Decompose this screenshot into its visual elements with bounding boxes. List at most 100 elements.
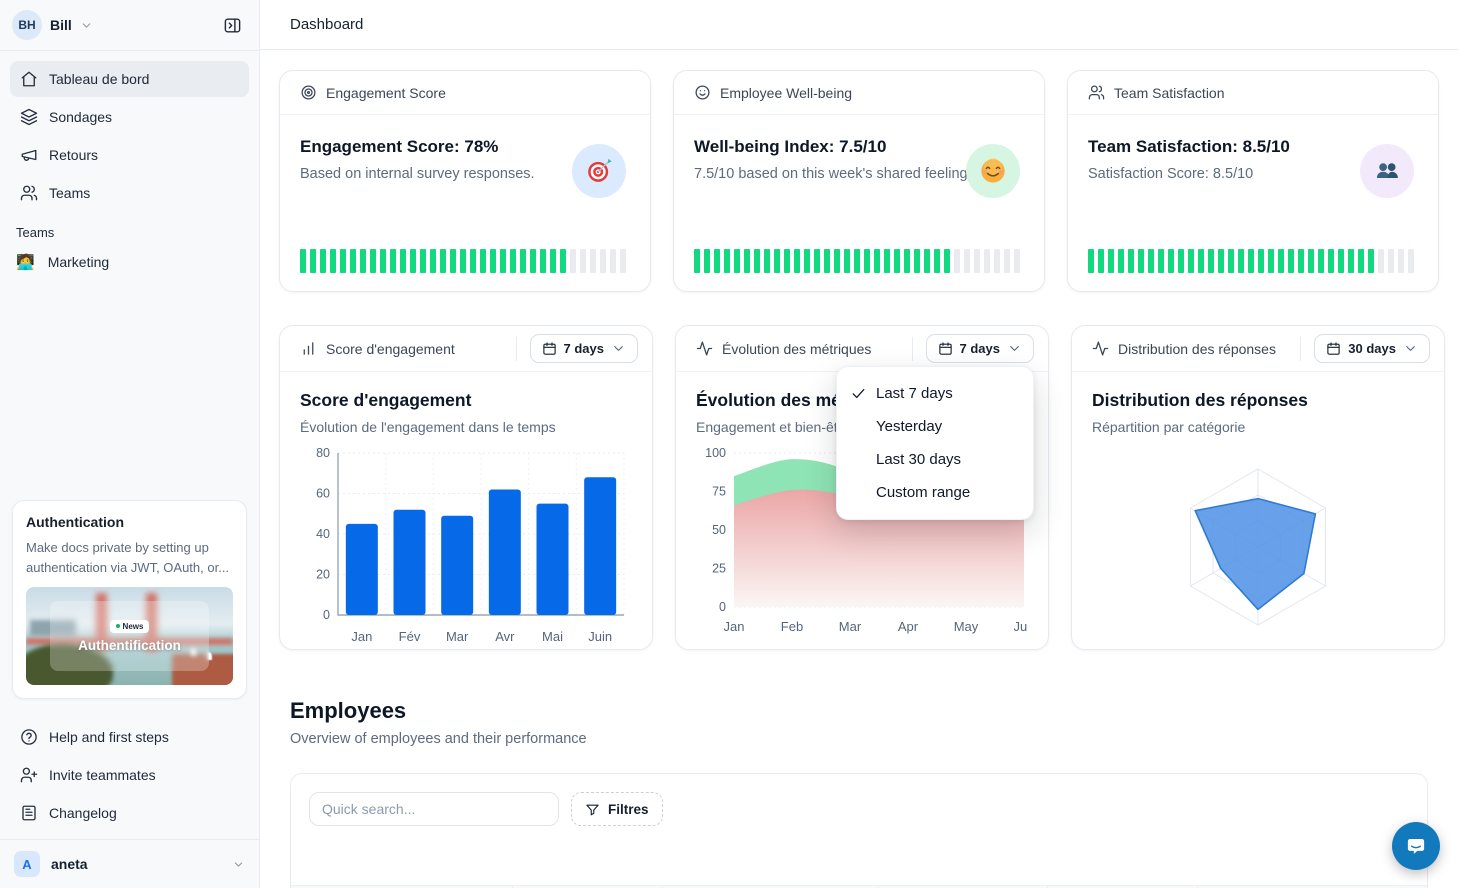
dropdown-item-last-7-days[interactable]: Last 7 days <box>837 377 1033 410</box>
employees-card: Filtres User Team Position <box>290 773 1428 888</box>
date-range-button[interactable]: 7 days <box>925 334 1034 363</box>
svg-text:Jan: Jan <box>351 629 372 644</box>
account-name: aneta <box>51 856 88 872</box>
users-icon <box>20 184 38 202</box>
activity-icon <box>696 340 713 357</box>
card-label: Engagement Score <box>326 84 446 101</box>
topbar: Dashboard <box>260 0 1458 50</box>
account-switcher[interactable]: A aneta <box>0 839 259 888</box>
calendar-icon <box>1326 341 1341 356</box>
authentication-promo-card[interactable]: Authentication Make docs private by sett… <box>12 500 247 699</box>
svg-text:Apr: Apr <box>898 619 919 634</box>
metrics-chart-card: Évolution des métriques 7 days Évolution… <box>675 325 1049 650</box>
target-icon <box>300 84 317 101</box>
check-spacer <box>850 451 867 468</box>
dropdown-item-custom-range[interactable]: Custom range <box>837 476 1033 509</box>
workspace-avatar: BH <box>12 10 42 40</box>
bar-chart-icon <box>300 340 317 357</box>
engagement-bar-chart: 0 20 40 60 80 Jan Fév Mar Avr Mai Juin <box>300 443 632 656</box>
chart-cards-row: Score d'engagement 7 days Score d'engage… <box>279 325 1445 650</box>
column-header-participation[interactable]: Participation <box>878 886 1047 888</box>
sidebar-item-label: Sondages <box>49 109 113 125</box>
filters-button[interactable]: Filtres <box>571 792 663 826</box>
sidebar-item-surveys[interactable]: Sondages <box>10 99 249 135</box>
funnel-icon <box>585 802 600 817</box>
card-label: Employee Well-being <box>720 84 853 101</box>
workspace-switcher[interactable]: BH Bill <box>0 0 259 50</box>
card-header: Score d'engagement 7 days <box>280 326 652 372</box>
card-label: Score d'engagement <box>326 340 455 357</box>
card-header: Engagement Score <box>280 71 650 115</box>
smile-icon <box>694 84 711 101</box>
sidebar-item-label: Teams <box>49 185 91 201</box>
sidebar-collapse-button[interactable] <box>217 10 247 40</box>
sidebar-item-feedback[interactable]: Retours <box>10 137 249 173</box>
date-range-button[interactable]: 7 days <box>529 334 638 363</box>
progress-bar <box>694 249 1024 273</box>
date-range-button[interactable]: 30 days <box>1314 334 1430 363</box>
dropdown-item-last-30-days[interactable]: Last 30 days <box>837 443 1033 476</box>
sidebar-item-marketing[interactable]: 🧑‍💻 Marketing <box>0 244 259 280</box>
header-separator <box>911 336 913 361</box>
card-header: Team Satisfaction <box>1068 71 1438 115</box>
svg-text:25: 25 <box>712 562 726 576</box>
svg-text:Mar: Mar <box>839 619 862 634</box>
employees-title: Employees <box>290 698 407 723</box>
promo-caption: Authentification <box>78 637 181 653</box>
check-icon <box>850 385 867 402</box>
calendar-icon <box>542 341 557 356</box>
sidebar-item-teams[interactable]: Teams <box>10 175 249 211</box>
sidebar-item-help[interactable]: Help and first steps <box>10 719 249 755</box>
footer-item-label: Help and first steps <box>49 729 169 745</box>
engagement-chart-card: Score d'engagement 7 days Score d'engage… <box>279 325 653 650</box>
card-label: Évolution des métriques <box>722 340 872 357</box>
workspace-name: Bill <box>50 17 72 33</box>
teams-section-label: Teams <box>16 225 55 240</box>
column-header-position[interactable]: Position <box>662 886 878 888</box>
svg-text:100: 100 <box>705 446 726 460</box>
range-wrap: 30 days <box>1300 334 1430 363</box>
employees-toolbar: Filtres <box>291 774 1427 844</box>
dropdown-item-yesterday[interactable]: Yesterday <box>837 410 1033 443</box>
page-title: Dashboard <box>290 16 364 33</box>
smile-emoji <box>966 144 1020 198</box>
distribution-radar-chart <box>1092 443 1424 660</box>
sidebar-item-label: Retours <box>49 147 99 163</box>
sidebar-item-dashboard[interactable]: Tableau de bord <box>10 61 249 97</box>
range-label: 7 days <box>563 341 604 356</box>
sidebar-nav: Tableau de bord Sondages Retours Teams <box>0 51 259 211</box>
activity-icon <box>1092 340 1109 357</box>
range-label: 7 days <box>959 341 1000 356</box>
sidebar-item-changelog[interactable]: Changelog <box>10 795 249 831</box>
column-header-tasks[interactable]: Tasks <box>1197 886 1427 888</box>
promo-overlay-card: News Authentification <box>50 601 209 671</box>
people-emoji <box>1360 144 1414 198</box>
calendar-icon <box>938 341 953 356</box>
sidebar-divider <box>0 50 259 51</box>
promo-image-sail <box>207 651 213 660</box>
svg-text:Mar: Mar <box>446 629 469 644</box>
home-icon <box>20 70 38 88</box>
chat-launcher-button[interactable] <box>1392 822 1440 870</box>
chart-title: Score d'engagement <box>300 390 472 410</box>
footer-item-label: Changelog <box>49 805 117 821</box>
card-body: Well-being Index: 7.5/10 7.5/10 based on… <box>674 115 1044 204</box>
check-spacer <box>850 484 867 501</box>
stat-description: Satisfaction Score: 8.5/10 <box>1088 166 1254 182</box>
chart-subtitle: Engagement et bien-être <box>696 419 851 435</box>
svg-text:Juin: Juin <box>588 629 612 644</box>
stat-title: Engagement Score: 78% <box>300 137 499 156</box>
filters-label: Filtres <box>608 801 649 817</box>
svg-text:Mai: Mai <box>542 629 563 644</box>
svg-text:60: 60 <box>316 487 330 501</box>
column-header-team[interactable]: Team <box>512 886 662 888</box>
card-body: Team Satisfaction: 8.5/10 Satisfaction S… <box>1068 115 1438 204</box>
chart-subtitle: Répartition par catégorie <box>1092 419 1246 435</box>
sidebar-item-invite[interactable]: Invite teammates <box>10 757 249 793</box>
card-header: Employee Well-being <box>674 71 1044 115</box>
search-input[interactable] <box>309 792 559 826</box>
column-header-performance[interactable]: Performance <box>1047 886 1197 888</box>
account-avatar: A <box>14 851 40 877</box>
employees-header: Employees Overview of employees and thei… <box>279 698 1439 747</box>
card-body: Distribution des réponses Répartition pa… <box>1072 372 1444 660</box>
